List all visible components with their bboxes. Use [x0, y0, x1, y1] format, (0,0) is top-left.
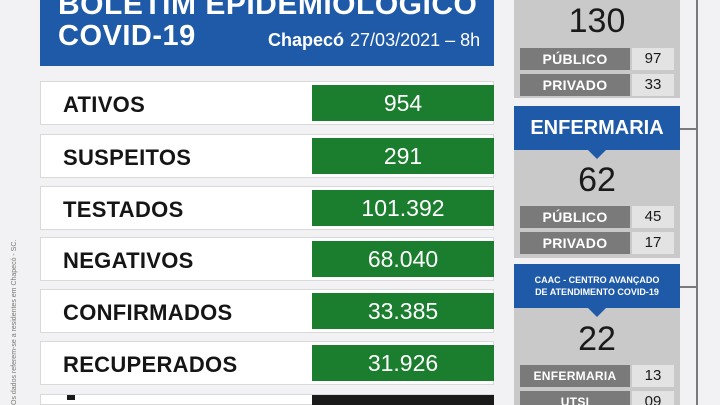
stat-value: 101.392: [312, 190, 494, 226]
sub-label: PÚBLICO: [520, 48, 630, 70]
panel-title: ENFERMARIA: [514, 106, 680, 150]
stat-label: SUSPEITOS: [63, 145, 192, 170]
stat-row-negativos: NEGATIVOS 68.040: [40, 237, 494, 281]
stat-row-partial: [40, 394, 494, 405]
stat-label: NEGATIVOS: [63, 248, 194, 273]
panel-title: CAAC - CENTRO AVANÇADO DE ATENDIMENTO CO…: [514, 264, 680, 308]
panel-total: 62: [578, 161, 616, 199]
stat-label: TESTADOS: [63, 197, 184, 222]
stat-row-ativos: ATIVOS 954: [40, 81, 494, 125]
sub-row-publico: PÚBLICO 45: [520, 206, 674, 228]
stat-value: 33.385: [312, 293, 494, 329]
stat-row-confirmados: CONFIRMADOS 33.385: [40, 289, 494, 333]
partial-value-box: [312, 395, 494, 405]
panel-caac: CAAC - CENTRO AVANÇADO DE ATENDIMENTO CO…: [514, 264, 680, 405]
sub-row-utsi: UTSI 09: [520, 391, 674, 405]
bulletin-subtitle: COVID-19: [58, 20, 196, 52]
stat-row-testados: TESTADOS 101.392: [40, 186, 494, 230]
sub-value: 13: [632, 365, 674, 387]
stat-value: 31.926: [312, 345, 494, 381]
sub-value: 97: [632, 48, 674, 70]
bulletin-title: BOLETIM EPIDEMIOLÓGICO: [58, 0, 478, 21]
sub-row-privado: PRIVADO 17: [520, 232, 674, 254]
sub-label: PRIVADO: [520, 74, 630, 96]
stat-label: ATIVOS: [63, 92, 146, 117]
pointer-arrow: [588, 308, 606, 317]
pointer-arrow: [588, 150, 606, 159]
footnote-vertical: Os dados referem-se a residentes em Chap…: [11, 239, 18, 405]
sub-row-enfermaria: ENFERMARIA 13: [520, 365, 674, 387]
partial-label-mark: [67, 395, 75, 400]
bulletin-header: BOLETIM EPIDEMIOLÓGICO COVID-19 Chapecó 2…: [40, 0, 494, 66]
sub-value: 45: [632, 206, 674, 228]
panel-total: 22: [578, 320, 616, 358]
sub-value: 33: [632, 74, 674, 96]
stat-row-recuperados: RECUPERADOS 31.926: [40, 341, 494, 385]
sub-row-privado: PRIVADO 33: [520, 74, 674, 96]
panel-total: 130: [568, 2, 626, 40]
sub-row-publico: PÚBLICO 97: [520, 48, 674, 70]
stat-label: RECUPERADOS: [63, 352, 238, 377]
sub-label: PRIVADO: [520, 232, 630, 254]
sub-value: 09: [632, 391, 674, 405]
stat-value: 954: [312, 85, 494, 121]
sub-label: PÚBLICO: [520, 206, 630, 228]
stat-label: CONFIRMADOS: [63, 300, 233, 325]
panel-title-line2: DE ATENDIMENTO COVID-19: [535, 287, 659, 297]
stat-row-suspeitos: SUSPEITOS 291: [40, 134, 494, 178]
panel-title-line1: CAAC - CENTRO AVANÇADO: [534, 275, 660, 285]
panel-uti: 130 PÚBLICO 97 PRIVADO 33: [514, 0, 680, 98]
connector-line: [680, 286, 698, 288]
stat-value: 291: [312, 138, 494, 174]
date-time-label: 27/03/2021 – 8h: [350, 30, 481, 50]
connector-line: [680, 128, 698, 130]
city-label: Chapecó: [268, 30, 345, 50]
panel-enfermaria: ENFERMARIA 62 PÚBLICO 45 PRIVADO 17: [514, 106, 680, 258]
sub-label: ENFERMARIA: [520, 365, 630, 387]
sub-label: UTSI: [520, 391, 630, 405]
stat-value: 68.040: [312, 241, 494, 277]
sub-value: 17: [632, 232, 674, 254]
bulletin-meta: Chapecó 27/03/2021 – 8h: [268, 30, 480, 51]
connector-line: [696, 0, 698, 405]
